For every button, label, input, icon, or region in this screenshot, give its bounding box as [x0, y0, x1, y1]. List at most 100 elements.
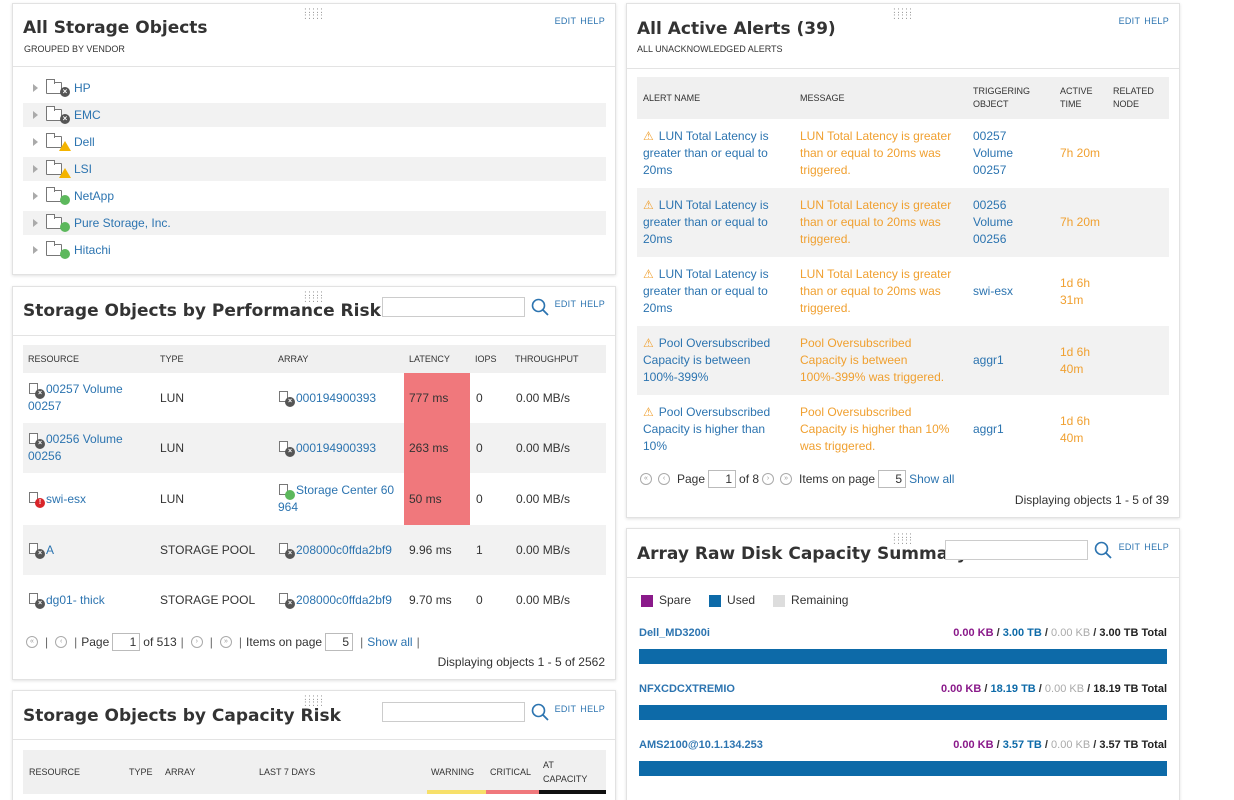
array-name-link[interactable]: Dell_MD3200i: [639, 627, 710, 639]
vendor-tree-item[interactable]: NetApp: [23, 184, 606, 208]
search-icon[interactable]: [531, 298, 549, 316]
edit-link[interactable]: EDIT: [554, 704, 577, 714]
vendor-tree-item[interactable]: Dell: [23, 130, 606, 154]
alert-name-link[interactable]: LUN Total Latency is greater than or equ…: [643, 198, 769, 246]
search-input[interactable]: [382, 297, 525, 317]
expand-caret-icon[interactable]: [33, 138, 38, 146]
page-number-input[interactable]: 1: [112, 633, 141, 651]
table-row[interactable]: ⚠ LUN Total Latency is greater than or eq…: [637, 257, 1169, 326]
help-link[interactable]: HELP: [580, 299, 605, 309]
table-row[interactable]: ! swi-esx LUN Storage Center 60964 50 ms 0 0.0…: [23, 473, 606, 525]
edit-link[interactable]: EDIT: [554, 16, 577, 26]
triggering-object-link[interactable]: aggr1: [973, 422, 1004, 436]
alert-name-link[interactable]: LUN Total Latency is greater than or equ…: [643, 129, 769, 177]
table-row[interactable]: ⚠ LUN Total Latency is greater than or eq…: [637, 119, 1169, 188]
column-header[interactable]: ARRAY: [273, 345, 404, 373]
array-name-link[interactable]: NFXCDCXTREMIO: [639, 683, 735, 695]
array-link[interactable]: 208000c0ffda2bf9: [296, 542, 392, 557]
next-page-icon[interactable]: ›: [190, 636, 203, 648]
triggering-object-link[interactable]: aggr1: [973, 353, 1004, 367]
last-page-icon[interactable]: »: [780, 473, 793, 485]
column-header[interactable]: IOPS: [470, 345, 510, 373]
vendor-name[interactable]: Dell: [74, 135, 95, 149]
table-row[interactable]: × 00257 Volume 00257 LUN × 000194900393 777 m…: [23, 373, 606, 423]
column-header[interactable]: ACTIVE TIME: [1054, 77, 1107, 119]
alert-name-link[interactable]: Pool Oversubscribed Capacity is between …: [643, 336, 771, 384]
drag-handle-icon[interactable]: ::::::::::: [892, 6, 914, 22]
triggering-object-link[interactable]: 00257 Volume 00257: [973, 129, 1014, 177]
expand-caret-icon[interactable]: [33, 246, 38, 254]
drag-handle-icon[interactable]: ::::::::::: [303, 289, 325, 305]
resource-link[interactable]: swi-esx: [46, 491, 87, 506]
vendor-name[interactable]: EMC: [74, 108, 101, 122]
items-per-page-input[interactable]: 5: [325, 633, 354, 651]
array-name-link[interactable]: AMS2100@10.1.134.253: [639, 739, 763, 751]
edit-link[interactable]: EDIT: [1118, 16, 1141, 26]
prev-page-icon[interactable]: ‹: [55, 636, 68, 648]
help-link[interactable]: HELP: [1144, 16, 1169, 26]
prev-page-icon[interactable]: ‹: [658, 473, 670, 485]
expand-caret-icon[interactable]: [33, 192, 38, 200]
column-header[interactable]: TYPE: [155, 345, 273, 373]
show-all-link[interactable]: Show all: [367, 635, 413, 649]
vendor-name[interactable]: Pure Storage, Inc.: [74, 216, 171, 230]
drag-handle-icon[interactable]: ::::::::::: [303, 6, 325, 22]
edit-link[interactable]: EDIT: [554, 299, 577, 309]
column-header[interactable]: ALERT NAME: [637, 77, 794, 119]
vendor-tree-item[interactable]: × HP: [23, 76, 606, 100]
vendor-name[interactable]: NetApp: [74, 189, 115, 203]
vendor-tree-item[interactable]: LSI: [23, 157, 606, 181]
items-per-page-input[interactable]: 5: [878, 470, 907, 488]
table-row[interactable]: × A STORAGE POOL × 208000c0ffda2bf9 9.96 ms 1 0…: [23, 525, 606, 575]
show-all-link[interactable]: Show all: [909, 472, 955, 486]
drag-handle-icon[interactable]: ::::::::::: [303, 693, 325, 709]
alert-name-link[interactable]: LUN Total Latency is greater than or equ…: [643, 267, 769, 315]
vendor-tree-item[interactable]: Hitachi: [23, 238, 606, 262]
column-header[interactable]: RELATED NODE: [1107, 77, 1169, 119]
search-input[interactable]: [945, 540, 1088, 560]
last-page-icon[interactable]: »: [219, 636, 232, 648]
search-icon[interactable]: [531, 703, 549, 721]
column-header[interactable]: LATENCY: [404, 345, 470, 373]
resource-link[interactable]: dg01- thick: [46, 592, 105, 607]
array-link[interactable]: Storage Center 60964: [278, 483, 395, 514]
alert-name-link[interactable]: Pool Oversubscribed Capacity is higher t…: [643, 405, 771, 453]
table-row[interactable]: ⚠ Pool Oversubscribed Capacity is higher …: [637, 395, 1169, 464]
expand-caret-icon[interactable]: [33, 111, 38, 119]
table-row[interactable]: ⚠ LUN Total Latency is greater than or eq…: [637, 188, 1169, 257]
vendor-tree-item[interactable]: × EMC: [23, 103, 606, 127]
drag-handle-icon[interactable]: ::::::::::: [892, 531, 914, 547]
vendor-name[interactable]: HP: [74, 81, 91, 95]
vendor-name[interactable]: LSI: [74, 162, 93, 176]
array-link[interactable]: 000194900393: [296, 390, 377, 405]
first-page-icon[interactable]: «: [26, 636, 38, 648]
array-link[interactable]: 000194900393: [296, 440, 377, 455]
vendor-name[interactable]: Hitachi: [74, 243, 111, 257]
triggering-object-link[interactable]: 00256 Volume 00256: [973, 198, 1014, 246]
search-input[interactable]: [382, 702, 525, 722]
first-page-icon[interactable]: «: [640, 473, 652, 485]
help-link[interactable]: HELP: [1144, 542, 1169, 552]
expand-caret-icon[interactable]: [33, 84, 38, 92]
expand-caret-icon[interactable]: [33, 165, 38, 173]
triggering-object-link[interactable]: swi-esx: [973, 284, 1014, 298]
table-row[interactable]: × 00256 Volume 00256 LUN × 000194900393 263 m…: [23, 423, 606, 473]
table-row[interactable]: ⚠ Pool Oversubscribed Capacity is between…: [637, 326, 1169, 395]
next-page-icon[interactable]: ›: [762, 473, 775, 485]
page-number-input[interactable]: 1: [708, 470, 737, 488]
table-row[interactable]: × dg01- thick STORAGE POOL × 208000c0ffda2bf…: [23, 575, 606, 625]
column-header[interactable]: MESSAGE: [794, 77, 967, 119]
edit-link[interactable]: EDIT: [1118, 542, 1141, 552]
expand-caret-icon[interactable]: [33, 219, 38, 227]
column-header[interactable]: TRIGGERING OBJECT: [967, 77, 1054, 119]
help-link[interactable]: HELP: [580, 704, 605, 714]
column-header[interactable]: RESOURCE: [23, 345, 155, 373]
array-link[interactable]: 208000c0ffda2bf9: [296, 592, 392, 607]
resource-link[interactable]: 00257 Volume 00257: [28, 382, 123, 413]
search-icon[interactable]: [1094, 541, 1112, 559]
help-link[interactable]: HELP: [580, 16, 605, 26]
resource-link[interactable]: A: [46, 542, 55, 557]
column-header[interactable]: THROUGHPUT: [510, 345, 606, 373]
resource-link[interactable]: 00256 Volume 00256: [28, 432, 123, 463]
vendor-tree-item[interactable]: Pure Storage, Inc.: [23, 211, 606, 235]
